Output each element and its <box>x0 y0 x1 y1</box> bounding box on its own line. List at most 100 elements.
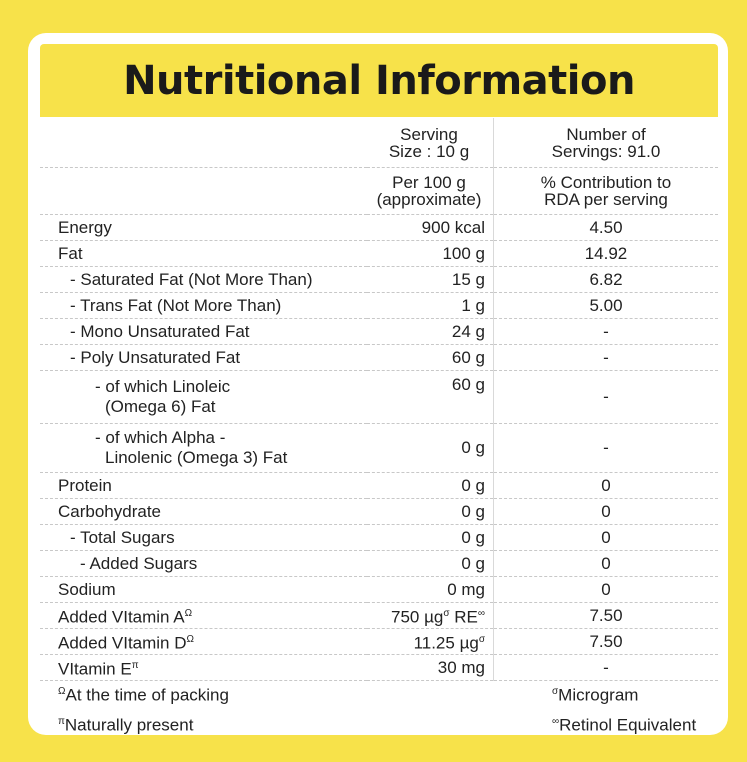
nutrient-name-line1: - of which Alpha - <box>95 428 226 447</box>
nutrient-name: Energy <box>40 214 367 241</box>
contribution-label: % Contribution to <box>540 173 672 192</box>
nutrient-rda: 4.50 <box>493 214 718 241</box>
nutrient-rda: - <box>493 370 718 424</box>
nutrient-name: - of which Alpha - Linolenic (Omega 3) F… <box>40 423 367 473</box>
nutrient-per100: 24 g <box>367 318 494 345</box>
value-text: 11.25 µg <box>413 633 479 653</box>
nutrient-name-text: Added VItamin D <box>58 633 187 653</box>
nutrient-rda: - <box>493 344 718 371</box>
number-of-label: Number of <box>566 124 646 144</box>
nutrient-per100: 11.25 µgσ <box>367 628 494 655</box>
nutrient-rda: - <box>493 423 718 473</box>
table-row: Energy 900 kcal 4.50 <box>40 214 718 241</box>
pi-mark: π <box>131 659 139 671</box>
nutrient-per100: 15 g <box>367 266 494 293</box>
nutrient-name: Fat <box>40 240 367 267</box>
table-row: VItamin Eπ 30 mg - <box>40 654 718 681</box>
table-row: Protein 0 g 0 <box>40 472 718 499</box>
nutrient-rda: 0 <box>493 550 718 577</box>
page-title: Nutritional Information <box>123 58 635 104</box>
nutrient-rda: 0 <box>493 576 718 603</box>
nutrient-rda: 0 <box>493 498 718 525</box>
table-row: Fat 100 g 14.92 <box>40 240 718 267</box>
approximate-label: (approximate) <box>376 190 482 209</box>
omega-mark: Ω <box>58 686 66 697</box>
footnotes-left: ΩAt the time of packing πNaturally prese… <box>58 679 358 735</box>
table-subheader-row: Per 100 g (approximate) % Contribution t… <box>40 167 718 215</box>
table-row: Sodium 0 mg 0 <box>40 576 718 603</box>
table-header-row: Serving Size : 10 g Number of Servings: … <box>40 118 718 168</box>
rda-label: RDA per serving <box>544 190 668 209</box>
nutrient-per100: 900 kcal <box>367 214 494 241</box>
nutrient-per100: 0 g <box>367 472 494 499</box>
nutrient-per100: 0 g <box>367 524 494 551</box>
footnote-text: Naturally present <box>64 715 194 735</box>
infinity-mark: ∞ <box>477 607 485 619</box>
omega-mark: Ω <box>184 607 193 619</box>
pi-mark: π <box>58 715 65 727</box>
table-row: - Saturated Fat (Not More Than) 15 g 6.8… <box>40 266 718 293</box>
table-row: - of which Alpha - Linolenic (Omega 3) F… <box>40 423 718 473</box>
nutrient-name-line2: (Omega 6) Fat <box>105 397 216 416</box>
nutrient-per100: 0 g <box>367 498 494 525</box>
footnote-natural: πNaturally present <box>58 709 358 739</box>
nutrient-rda: 7.50 <box>493 602 718 629</box>
footnote-text: Retinol Equivalent <box>559 715 697 735</box>
nutrient-per100: 0 mg <box>367 576 494 603</box>
serving-size-header: Serving Size : 10 g <box>367 118 494 168</box>
nutrient-rda: 7.50 <box>493 628 718 655</box>
omega-mark: Ω <box>186 633 194 645</box>
table-row: Added VItamin AΩ 750 µgσ RE∞ 7.50 <box>40 602 718 629</box>
nutrient-name: - Total Sugars <box>40 524 367 551</box>
nutrition-table: Serving Size : 10 g Number of Servings: … <box>40 118 718 681</box>
nutrient-name: - Trans Fat (Not More Than) <box>40 292 367 319</box>
footnote-microgram: σMicrogram <box>552 679 722 709</box>
nutrient-name: - Poly Unsaturated Fat <box>40 344 367 371</box>
nutrient-name-text: Added VItamin A <box>58 607 185 627</box>
nutrient-per100: 0 g <box>367 550 494 577</box>
nutrient-rda: 5.00 <box>493 292 718 319</box>
table-row: - Total Sugars 0 g 0 <box>40 524 718 551</box>
table-row: Carbohydrate 0 g 0 <box>40 498 718 525</box>
nutrient-per100: 60 g <box>367 370 494 424</box>
table-row: - Poly Unsaturated Fat 60 g - <box>40 344 718 371</box>
nutrient-per100: 30 mg <box>367 654 494 681</box>
nutrient-rda: - <box>493 654 718 681</box>
nutrient-name: Sodium <box>40 576 367 603</box>
serving-label: Serving <box>400 124 458 144</box>
nutrient-rda: 6.82 <box>493 266 718 293</box>
nutrient-name: Carbohydrate <box>40 498 367 525</box>
nutrient-name: - Mono Unsaturated Fat <box>40 318 367 345</box>
per100-label: Per 100 g <box>392 173 466 192</box>
nutrient-rda: - <box>493 318 718 345</box>
title-band <box>40 44 718 117</box>
nutrient-per100: 1 g <box>367 292 494 319</box>
nutrient-name: VItamin Eπ <box>40 654 367 681</box>
nutrient-rda: 0 <box>493 472 718 499</box>
nutrient-name: - of which Linoleic (Omega 6) Fat <box>40 370 367 424</box>
nutrient-rda: 14.92 <box>493 240 718 267</box>
servings-count-header: Number of Servings: 91.0 <box>493 118 718 168</box>
sigma-mark: σ <box>552 686 559 697</box>
nutrient-per100: 750 µgσ RE∞ <box>367 602 494 629</box>
serving-size-label: Size : 10 g <box>388 141 470 161</box>
nutrient-per100: 100 g <box>367 240 494 267</box>
nutrient-name: Added VItamin DΩ <box>40 628 367 655</box>
footnote-text: Microgram <box>558 685 639 705</box>
nutrient-name-text: VItamin E <box>58 659 132 679</box>
table-row: - of which Linoleic (Omega 6) Fat 60 g - <box>40 370 718 424</box>
table-row: - Trans Fat (Not More Than) 1 g 5.00 <box>40 292 718 319</box>
nutrient-name: - Added Sugars <box>40 550 367 577</box>
table-row: - Mono Unsaturated Fat 24 g - <box>40 318 718 345</box>
nutrient-name: Protein <box>40 472 367 499</box>
nutrient-rda: 0 <box>493 524 718 551</box>
nutrient-per100: 60 g <box>367 344 494 371</box>
nutrient-name-line1: - of which Linoleic <box>95 377 231 396</box>
rda-header: % Contribution to RDA per serving <box>493 167 718 215</box>
footnotes-right: σMicrogram ∞Retinol Equivalent <box>552 679 722 735</box>
nutrient-per100: 0 g <box>367 423 494 473</box>
footnote-text: At the time of packing <box>65 685 229 705</box>
servings-label: Servings: 91.0 <box>551 141 661 161</box>
re-suffix: RE <box>449 607 478 627</box>
nutrient-name: - Saturated Fat (Not More Than) <box>40 266 367 293</box>
